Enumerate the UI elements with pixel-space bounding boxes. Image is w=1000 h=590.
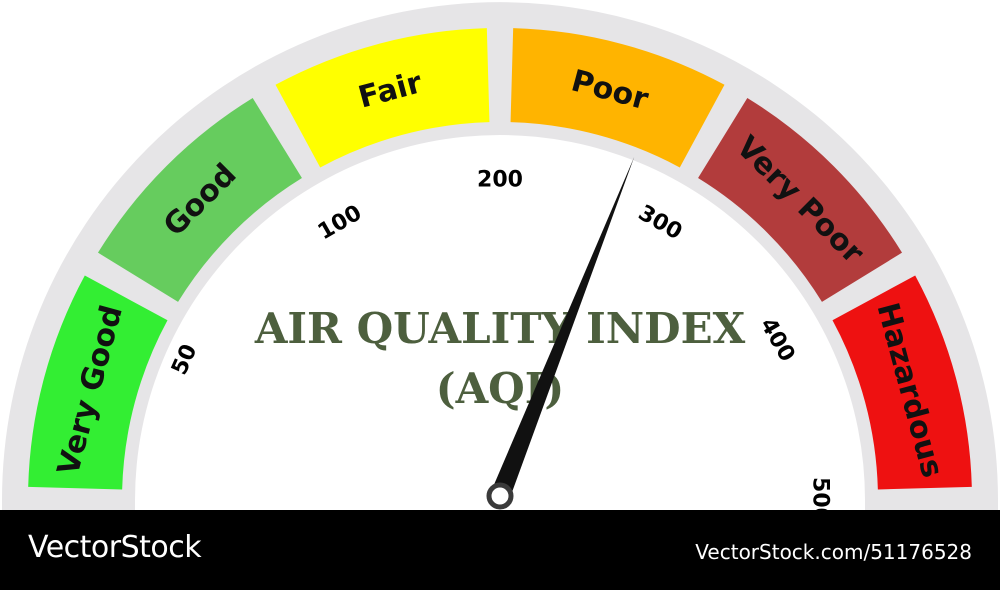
gauge-segment-fair	[275, 28, 490, 168]
gauge-tick-label: 100	[314, 201, 366, 246]
gauge-needle-hub	[486, 482, 514, 510]
gauge-tick-label: 200	[477, 168, 523, 193]
gauge-segment-very-good	[28, 275, 168, 490]
gauge-tick-label: 500	[808, 477, 833, 510]
gauge-tick-label: 300	[634, 201, 686, 246]
watermark-footer: VectorStock VectorStock.com/51176528	[0, 510, 1000, 590]
gauge-segment-very-poor	[698, 97, 903, 302]
vectorstock-url: VectorStock.com/51176528	[695, 540, 972, 564]
vectorstock-logo: VectorStock	[28, 530, 202, 565]
gauge-needle	[486, 156, 635, 510]
gauge-segment-hazardous	[832, 275, 972, 490]
gauge-segment-good	[97, 97, 302, 302]
gauge-title-line1: AIR QUALITY INDEX	[254, 304, 746, 353]
gauge-tick-label: 400	[755, 314, 800, 366]
gauge-tick-label: 50	[167, 341, 202, 379]
gauge-needle-pointer	[490, 156, 635, 500]
gauge-segment-poor	[510, 28, 725, 168]
